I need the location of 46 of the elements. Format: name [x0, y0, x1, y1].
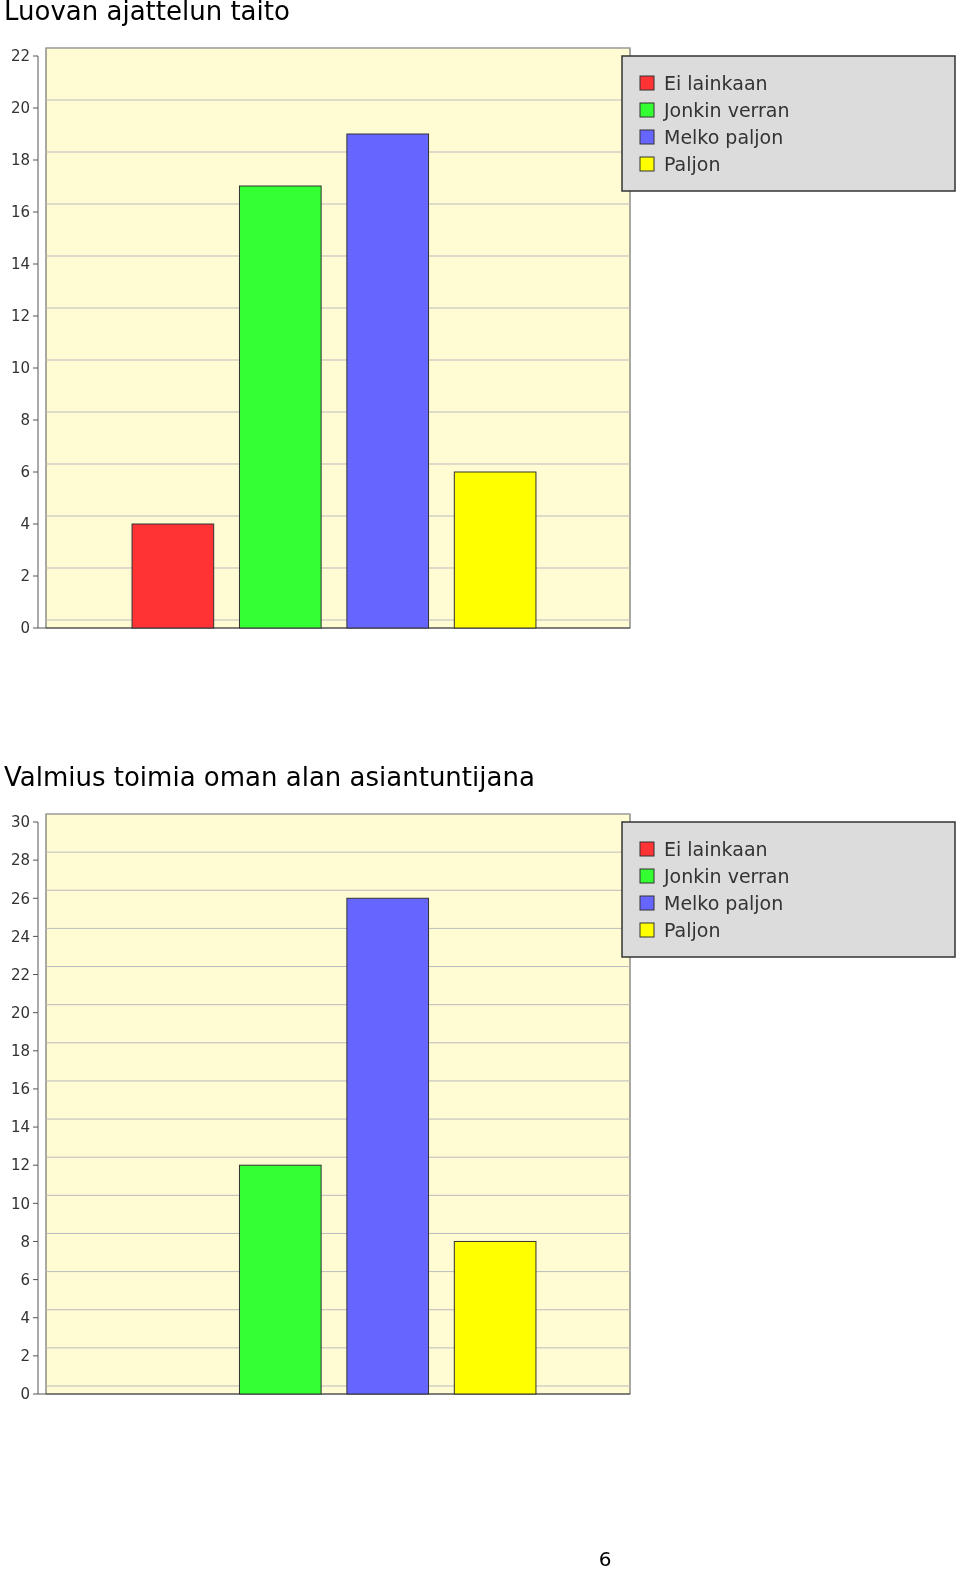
legend-label: Melko paljon	[664, 125, 784, 148]
y-tick-label: 10	[10, 1194, 30, 1213]
y-tick-label: 26	[10, 889, 30, 908]
y-tick-label: 18	[10, 151, 30, 170]
y-tick-label: 0	[20, 1385, 30, 1404]
y-tick-label: 4	[20, 1308, 30, 1327]
bar	[346, 897, 430, 1395]
text: 6	[598, 1547, 612, 1569]
legend-label: Jonkin verran	[663, 98, 790, 121]
y-tick-label: 0	[20, 619, 30, 638]
bar	[238, 185, 322, 629]
y-tick-label: 6	[20, 463, 30, 482]
chart-title: Luovan ajattelun taito	[4, 0, 290, 26]
y-tick-label: 12	[10, 1156, 30, 1175]
y-tick-label: 20	[10, 99, 30, 118]
y-tick-label: 12	[10, 307, 30, 326]
legend-label: Jonkin verran	[663, 864, 790, 887]
y-tick-label: 14	[10, 255, 30, 274]
y-tick-label: 20	[10, 1003, 30, 1022]
legend-label: Paljon	[664, 918, 721, 941]
y-tick-label: 22	[10, 965, 30, 984]
y-tick-label: 18	[10, 1042, 30, 1061]
legend-label: Melko paljon	[664, 891, 784, 914]
y-tick-label: 30	[10, 813, 30, 832]
y-tick-label: 2	[20, 1347, 30, 1366]
y-tick-label: 28	[10, 851, 30, 870]
bar	[238, 1164, 322, 1395]
y-tick-label: 10	[10, 359, 30, 378]
y-tick-label: 22	[10, 47, 30, 66]
y-tick-label: 8	[20, 1232, 30, 1251]
bar	[453, 1240, 537, 1395]
legend-label: Paljon	[664, 152, 721, 175]
bar	[131, 523, 215, 629]
legend-label: Ei lainkaan	[664, 837, 768, 860]
chart-title: Valmius toimia oman alan asiantuntijana	[4, 762, 535, 792]
legend-label: Ei lainkaan	[664, 71, 768, 94]
y-tick-label: 4	[20, 515, 30, 534]
y-tick-label: 6	[20, 1270, 30, 1289]
bar	[346, 133, 430, 629]
y-tick-label: 2	[20, 567, 30, 586]
y-tick-label: 8	[20, 411, 30, 430]
y-tick-label: 16	[10, 1080, 30, 1099]
y-tick-label: 16	[10, 203, 30, 222]
y-tick-label: 14	[10, 1118, 30, 1137]
bar	[453, 471, 537, 629]
y-tick-label: 24	[10, 927, 30, 946]
